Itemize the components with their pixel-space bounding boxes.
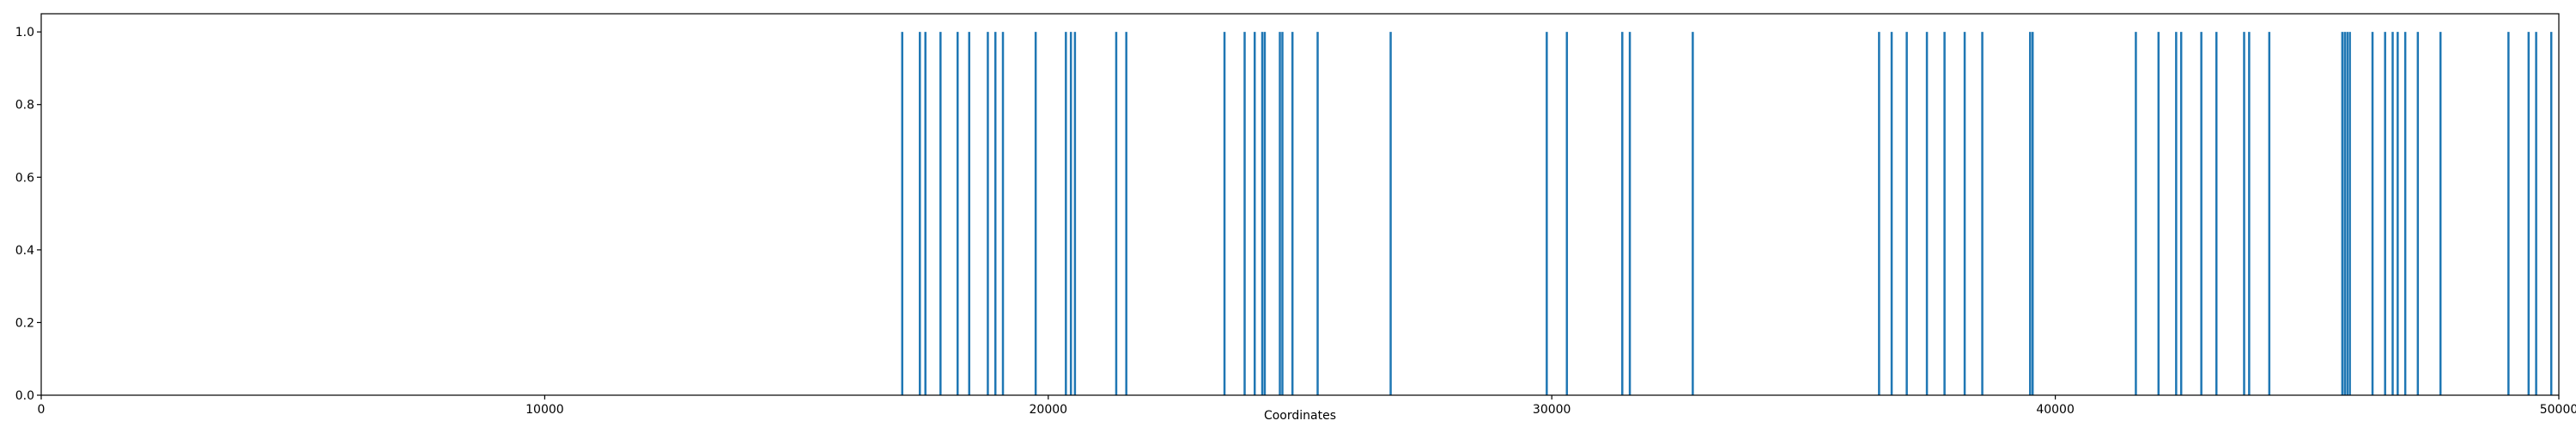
bar — [1115, 32, 1118, 395]
bar — [2175, 32, 2178, 395]
bar — [2384, 32, 2386, 395]
bar — [2507, 32, 2510, 395]
y-tick-label: 0.2 — [15, 316, 34, 330]
bar — [1925, 32, 1929, 395]
bar — [2341, 32, 2344, 395]
bar — [1001, 32, 1005, 395]
x-tick-label: 20000 — [1030, 403, 1068, 417]
y-tick-label: 0.0 — [15, 389, 34, 403]
bar — [2397, 32, 2399, 395]
bar — [2215, 32, 2218, 395]
bar — [1890, 32, 1893, 395]
bar — [2343, 32, 2347, 395]
axes-layer: 0 10000 20000 30000 40000 50000 0.0 0.2 0.4 0.6 0.… — [15, 13, 2576, 417]
bar — [1905, 32, 1908, 395]
y-tick-label: 0.6 — [15, 171, 34, 185]
bar — [2268, 32, 2271, 395]
bar — [2248, 32, 2251, 395]
bar — [1281, 32, 1284, 395]
bar — [2179, 32, 2183, 395]
bar — [2416, 32, 2420, 395]
bar — [2549, 32, 2553, 395]
bar — [2029, 32, 2032, 395]
bar — [987, 32, 989, 395]
bar — [1546, 32, 1548, 395]
bar — [2346, 32, 2348, 395]
bar — [1565, 32, 1569, 395]
bar — [1943, 32, 1946, 395]
bar — [1261, 32, 1264, 395]
bar — [1069, 32, 1072, 395]
bar — [1243, 32, 1246, 395]
bar — [1073, 32, 1077, 395]
bar — [1291, 32, 1294, 395]
bar — [1981, 32, 1984, 395]
bar — [1279, 32, 1281, 395]
bar — [939, 32, 942, 395]
bar — [2403, 32, 2407, 395]
x-tick-label: 40000 — [2036, 403, 2075, 417]
bar — [1034, 32, 1037, 395]
bar — [2031, 32, 2034, 395]
bar — [2348, 32, 2351, 395]
x-axis-label: Coordinates — [1264, 409, 1336, 423]
bar — [1621, 32, 1624, 395]
bar — [1878, 32, 1880, 395]
x-tick-label: 0 — [38, 403, 46, 417]
bar — [1389, 32, 1392, 395]
bar — [2157, 32, 2160, 395]
bar — [1253, 32, 1256, 395]
bar — [993, 32, 997, 395]
plot-frame — [40, 13, 2560, 396]
x-tick-label: 50000 — [2540, 403, 2576, 417]
bar — [919, 32, 921, 395]
bar — [1263, 32, 1267, 395]
x-tick-label: 30000 — [1533, 403, 1571, 417]
y-tick-label: 1.0 — [15, 26, 34, 40]
x-tick-label: 10000 — [526, 403, 564, 417]
bar — [1692, 32, 1694, 395]
bar — [1628, 32, 1631, 395]
bar — [1963, 32, 1966, 395]
bar — [1065, 32, 1067, 395]
bar — [2439, 32, 2442, 395]
bar — [1223, 32, 1226, 395]
bar — [901, 32, 903, 395]
bar — [2200, 32, 2202, 395]
bar — [1316, 32, 1319, 395]
bar — [2391, 32, 2394, 395]
bar — [968, 32, 970, 395]
bar — [2371, 32, 2374, 395]
bar — [1125, 32, 1127, 395]
y-tick-label: 0.8 — [15, 99, 34, 113]
bars-layer — [901, 32, 2553, 395]
bar — [2135, 32, 2137, 395]
bar — [957, 32, 959, 395]
bar — [2535, 32, 2537, 395]
bar — [2243, 32, 2245, 395]
bar — [924, 32, 927, 395]
bar — [2527, 32, 2530, 395]
y-tick-label: 0.4 — [15, 244, 34, 258]
